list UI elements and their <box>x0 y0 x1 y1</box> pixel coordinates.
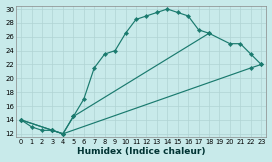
X-axis label: Humidex (Indice chaleur): Humidex (Indice chaleur) <box>77 147 205 156</box>
